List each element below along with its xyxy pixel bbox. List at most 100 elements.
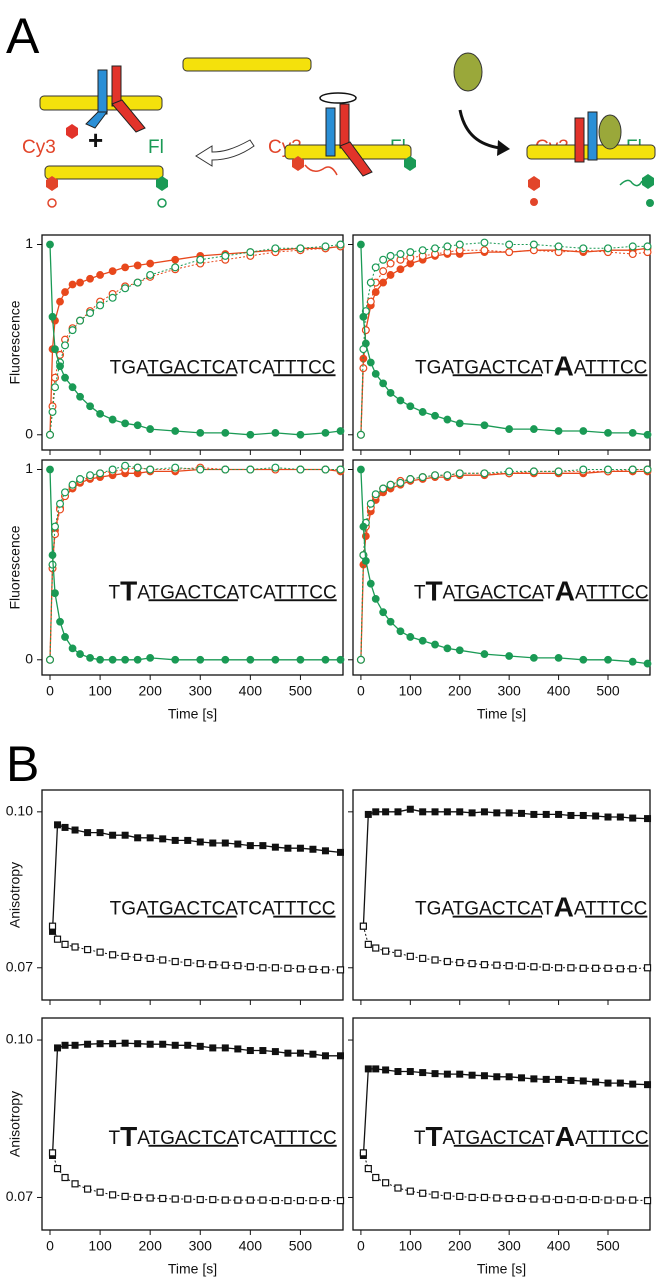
sequence-segment: A — [555, 1121, 575, 1152]
dye-free — [530, 198, 538, 206]
data-point — [246, 655, 255, 664]
sequence-segment: TTTCC — [274, 582, 336, 603]
x-tick-label: 0 — [46, 683, 54, 699]
data-point — [84, 1040, 92, 1048]
data-point — [518, 1074, 526, 1082]
data-point — [644, 815, 652, 823]
data-point — [61, 1173, 69, 1182]
data-point — [592, 1195, 600, 1204]
data-point — [480, 650, 489, 658]
data-point — [109, 1191, 117, 1199]
data-point — [221, 655, 230, 664]
data-point — [146, 954, 154, 963]
sequence-segment: TGACTCA — [147, 899, 238, 920]
data-point — [406, 248, 415, 257]
data-point — [628, 250, 637, 259]
data-point — [56, 362, 64, 371]
data-point — [371, 263, 380, 272]
data-point — [71, 1041, 79, 1049]
fit-line — [360, 242, 648, 435]
data-point — [336, 240, 345, 249]
x-tick-label: 100 — [399, 683, 423, 699]
data-point — [271, 964, 279, 972]
data-point — [171, 957, 179, 966]
data-point — [505, 248, 514, 257]
x-tick-label: 300 — [189, 1238, 213, 1254]
data-point — [296, 430, 305, 439]
data-point — [234, 962, 242, 970]
data-point — [419, 808, 427, 816]
data-point — [133, 421, 142, 430]
data-point — [603, 244, 612, 253]
data-point — [379, 267, 388, 276]
data-point — [629, 965, 637, 973]
data-point — [56, 499, 65, 508]
data-point — [71, 943, 79, 951]
data-point — [133, 655, 142, 664]
sequence-segment: T — [542, 357, 554, 378]
data-point — [209, 1044, 217, 1052]
x-tick-label: 500 — [596, 683, 620, 699]
data-point — [296, 244, 305, 253]
data-point — [480, 961, 489, 969]
data-point — [356, 655, 365, 664]
sequence-segment: TTTCC — [586, 582, 648, 603]
data-point — [61, 823, 69, 831]
data-point — [146, 834, 154, 842]
data-point — [221, 961, 229, 969]
data-point — [96, 829, 104, 837]
data-point — [419, 954, 427, 963]
data-point — [76, 650, 84, 658]
data-point — [505, 1194, 513, 1203]
data-point — [321, 847, 329, 855]
data-point — [96, 1040, 104, 1048]
data-point — [296, 655, 305, 664]
sequence-segment: T — [120, 1121, 137, 1152]
data-point — [419, 1189, 427, 1197]
data-point — [505, 240, 514, 249]
data-point — [121, 263, 130, 272]
data-point — [96, 271, 104, 279]
data-point — [567, 1195, 575, 1204]
dye-fl — [642, 174, 654, 189]
data-point — [221, 1196, 229, 1204]
data-point — [246, 842, 254, 850]
data-point — [61, 633, 69, 641]
sequence-segment: T — [414, 1128, 426, 1149]
fit-line — [49, 469, 341, 661]
data-point — [96, 301, 105, 310]
data-point — [480, 469, 489, 478]
data-point — [48, 551, 57, 560]
data-point — [616, 965, 624, 973]
linker — [619, 179, 643, 187]
data-point — [480, 1193, 489, 1202]
data-point — [61, 288, 69, 296]
x-tick-label: 100 — [88, 683, 112, 699]
sequence-segment: T — [108, 1128, 120, 1149]
data-point — [86, 274, 94, 283]
data-point — [259, 964, 267, 972]
data-point — [505, 809, 513, 817]
sequence-segment: T — [543, 582, 555, 603]
data-point — [209, 839, 217, 847]
data-point — [364, 940, 372, 948]
data-point — [146, 1194, 154, 1202]
data-point — [480, 1072, 488, 1080]
data-point — [171, 836, 179, 844]
y-tick-label: 0.10 — [6, 803, 33, 819]
sequence-segment: A — [575, 582, 588, 603]
dna-rod — [44, 165, 164, 180]
data-point — [406, 475, 415, 484]
data-point — [56, 297, 64, 306]
data-point — [455, 469, 464, 478]
data-point — [134, 834, 142, 842]
y-tick-label: 1 — [25, 235, 33, 251]
sequence-segment: A — [443, 1128, 456, 1149]
data-point — [171, 1195, 179, 1203]
data-point — [396, 396, 405, 405]
data-point — [309, 965, 317, 973]
data-point — [394, 1068, 402, 1076]
data-point — [643, 659, 652, 668]
data-point — [309, 1197, 317, 1205]
